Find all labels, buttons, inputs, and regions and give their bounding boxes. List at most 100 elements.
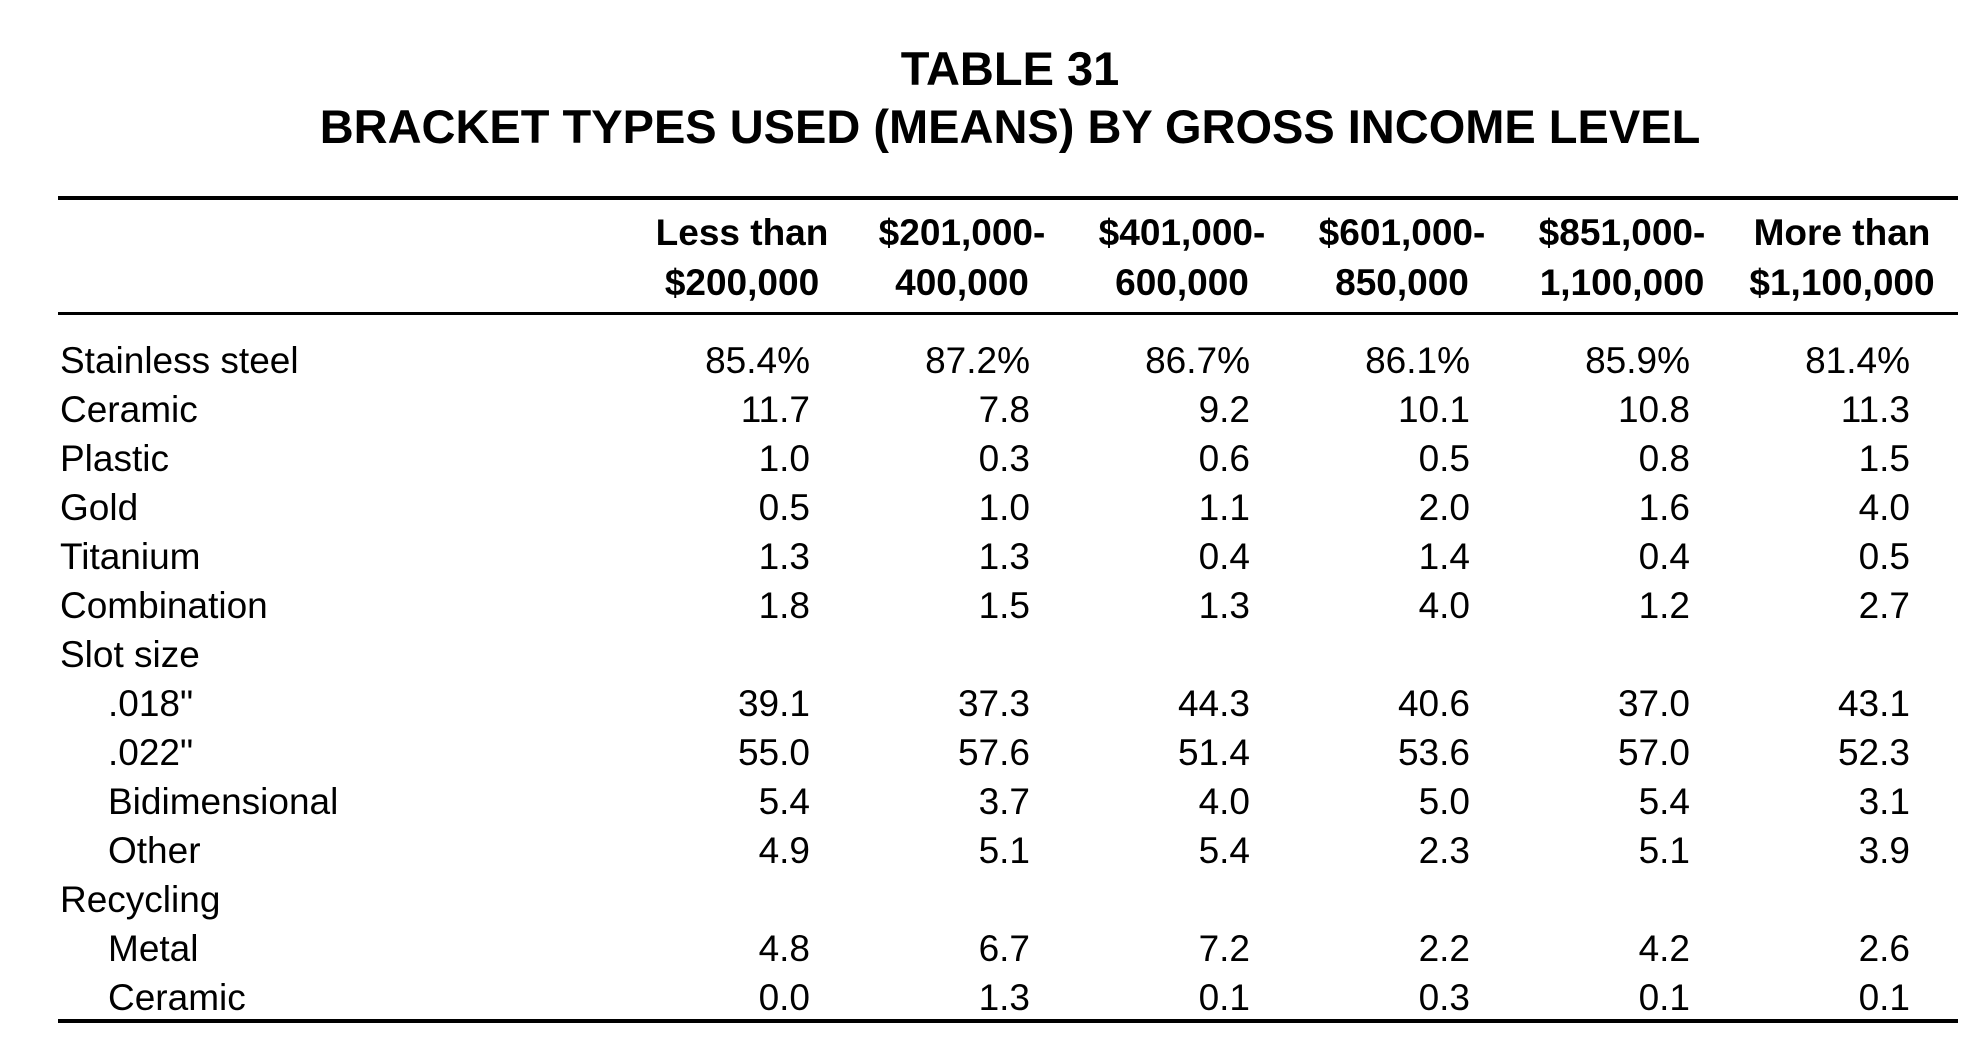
- table-cell: 1.4: [1418, 536, 1470, 577]
- table-title: BRACKET TYPES USED (MEANS) BY GROSS INCO…: [319, 100, 1701, 153]
- table-cell: 1.3: [978, 536, 1030, 577]
- table-cell: 0.1: [1638, 977, 1690, 1018]
- table-cell: 6.7: [978, 928, 1030, 969]
- table-row: Plastic 1.0 0.3 0.6 0.5 0.8 1.5: [0, 434, 1967, 483]
- table-cell: 37.3: [957, 683, 1030, 724]
- column-header-line: $200,000: [664, 262, 820, 303]
- table-cell: 1.5: [1858, 438, 1910, 479]
- table-cell: 2.7: [1858, 585, 1910, 626]
- column-header: Less than $200,000: [632, 208, 852, 308]
- table-cell: 3.7: [978, 781, 1030, 822]
- table-cell: 5.1: [978, 830, 1030, 871]
- column-header-line: $601,000-: [1318, 212, 1486, 253]
- table-cell: 5.4: [1198, 830, 1250, 871]
- table-cell: 86.1%: [1365, 340, 1470, 381]
- table-cell: 0.5: [1418, 438, 1470, 479]
- table-cell: 11.3: [1840, 389, 1910, 430]
- column-header-line: $401,000-: [1098, 212, 1266, 253]
- table-cell: 44.3: [1177, 683, 1250, 724]
- table-cell: 86.7%: [1145, 340, 1250, 381]
- row-label: Bidimensional: [108, 781, 339, 822]
- table-number: TABLE 31: [900, 42, 1120, 95]
- table-row: Metal 4.8 6.7 7.2 2.2 4.2 2.6: [0, 924, 1967, 973]
- row-label: Ceramic: [108, 977, 246, 1018]
- table-cell: 5.0: [1418, 781, 1470, 822]
- row-label: Plastic: [60, 438, 169, 479]
- table-cell: 5.4: [1638, 781, 1690, 822]
- table-cell: 1.0: [758, 438, 810, 479]
- table-row: Slot size: [0, 630, 1967, 679]
- row-label: .022": [108, 732, 194, 773]
- row-label: Metal: [108, 928, 199, 969]
- column-header-line: Less than: [655, 212, 829, 253]
- table-cell: 1.3: [1198, 585, 1250, 626]
- column-header-line: 850,000: [1335, 262, 1469, 303]
- table-cell: 81.4%: [1805, 340, 1910, 381]
- table-cell: 43.1: [1837, 683, 1910, 724]
- table-cell: 5.1: [1638, 830, 1690, 871]
- table-cell: 1.0: [978, 487, 1030, 528]
- table-cell: 7.2: [1198, 928, 1250, 969]
- table-cell: 4.0: [1418, 585, 1470, 626]
- table-cell: 1.5: [978, 585, 1030, 626]
- column-header-line: 400,000: [895, 262, 1029, 303]
- table-cell: 5.4: [758, 781, 810, 822]
- row-label: .018": [108, 683, 194, 724]
- row-label: Recycling: [60, 879, 221, 920]
- table-cell: 7.8: [978, 389, 1030, 430]
- row-label: Slot size: [60, 634, 200, 675]
- table-cell: 2.0: [1418, 487, 1470, 528]
- table-cell: 1.8: [758, 585, 810, 626]
- table-cell: 1.1: [1198, 487, 1250, 528]
- table-cell: 87.2%: [925, 340, 1030, 381]
- table-cell: 11.7: [740, 389, 810, 430]
- table-cell: 57.0: [1617, 732, 1690, 773]
- table-cell: 0.0: [758, 977, 810, 1018]
- table-cell: 52.3: [1837, 732, 1910, 773]
- column-header-line: $851,000-: [1538, 212, 1706, 253]
- column-header: $401,000- 600,000: [1072, 208, 1292, 308]
- table-cell: 0.1: [1858, 977, 1910, 1018]
- row-label: Gold: [60, 487, 139, 528]
- table-cell: 0.6: [1198, 438, 1250, 479]
- table-cell: 4.9: [758, 830, 810, 871]
- row-label: Other: [108, 830, 201, 871]
- column-header-line: 600,000: [1115, 262, 1249, 303]
- column-header-line: $1,100,000: [1749, 262, 1935, 303]
- table-row: Combination 1.8 1.5 1.3 4.0 1.2 2.7: [0, 581, 1967, 630]
- table-cell: 1.2: [1638, 585, 1690, 626]
- table-cell: 85.9%: [1585, 340, 1690, 381]
- table-row: .018" 39.1 37.3 44.3 40.6 37.0 43.1: [0, 679, 1967, 728]
- table-cell: 53.6: [1397, 732, 1470, 773]
- table-cell: 4.2: [1638, 928, 1690, 969]
- table-cell: 0.4: [1198, 536, 1250, 577]
- table-cell: 51.4: [1177, 732, 1250, 773]
- table-cell: 3.9: [1858, 830, 1910, 871]
- table-row: Gold 0.5 1.0 1.1 2.0 1.6 4.0: [0, 483, 1967, 532]
- table-cell: 1.3: [978, 977, 1030, 1018]
- table-cell: 39.1: [737, 683, 810, 724]
- header-rule: [58, 312, 1958, 315]
- table-cell: 4.0: [1198, 781, 1250, 822]
- table-row: Titanium 1.3 1.3 0.4 1.4 0.4 0.5: [0, 532, 1967, 581]
- column-header: $601,000- 850,000: [1292, 208, 1512, 308]
- column-header: $851,000- 1,100,000: [1512, 208, 1732, 308]
- column-header: $201,000- 400,000: [852, 208, 1072, 308]
- row-label: Ceramic: [60, 389, 198, 430]
- table-row: Recycling: [0, 875, 1967, 924]
- table-cell: 1.3: [758, 536, 810, 577]
- column-header-line: More than: [1753, 212, 1931, 253]
- table-cell: 85.4%: [705, 340, 810, 381]
- table-row: Stainless steel 85.4% 87.2% 86.7% 86.1% 85.9%…: [0, 336, 1967, 385]
- table-cell: 2.2: [1418, 928, 1470, 969]
- table-cell: 40.6: [1397, 683, 1470, 724]
- table-row: Bidimensional 5.4 3.7 4.0 5.0 5.4 3.1: [0, 777, 1967, 826]
- table-cell: 1.6: [1638, 487, 1690, 528]
- row-label: Combination: [60, 585, 268, 626]
- top-rule: [58, 196, 1958, 200]
- table-cell: 3.1: [1858, 781, 1910, 822]
- table-cell: 0.3: [978, 438, 1030, 479]
- table-cell: 57.6: [957, 732, 1030, 773]
- table-row: Ceramic 0.0 1.3 0.1 0.3 0.1 0.1: [0, 973, 1967, 1022]
- table-row: .022" 55.0 57.6 51.4 53.6 57.0 52.3: [0, 728, 1967, 777]
